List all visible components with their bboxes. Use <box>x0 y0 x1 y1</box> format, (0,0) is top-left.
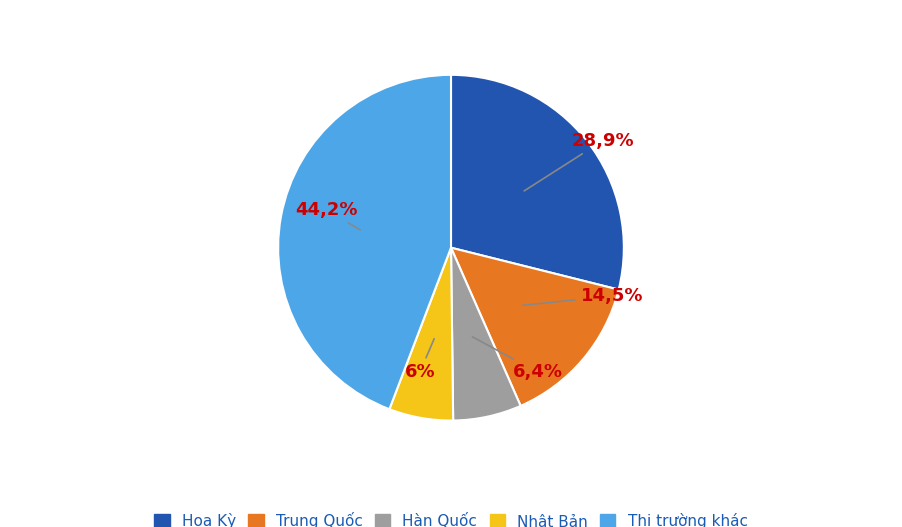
Text: 14,5%: 14,5% <box>522 287 643 305</box>
Wedge shape <box>390 248 453 421</box>
Text: 6%: 6% <box>405 339 435 381</box>
Text: 6,4%: 6,4% <box>473 337 563 381</box>
Wedge shape <box>451 248 619 406</box>
Text: 44,2%: 44,2% <box>295 201 360 230</box>
Legend: Hoa Kỳ, Trung Quốc, Hàn Quốc, Nhật Bản, Thị trường khác: Hoa Kỳ, Trung Quốc, Hàn Quốc, Nhật Bản, … <box>150 508 752 527</box>
Wedge shape <box>278 75 451 409</box>
Text: 28,9%: 28,9% <box>524 132 634 191</box>
Wedge shape <box>451 248 520 421</box>
Wedge shape <box>451 75 624 290</box>
